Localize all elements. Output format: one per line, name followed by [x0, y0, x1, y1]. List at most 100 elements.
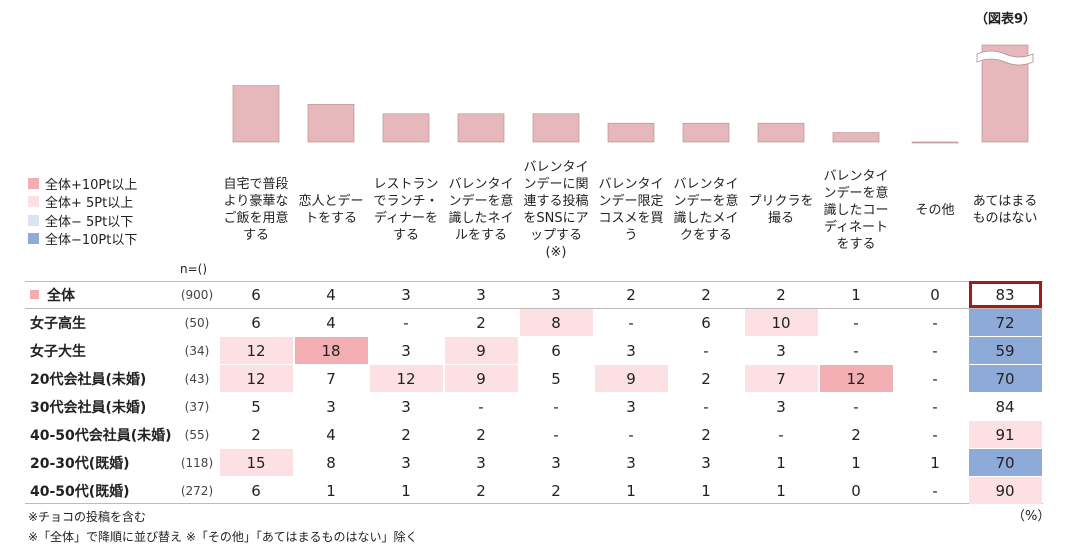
- cell: -: [628, 313, 634, 332]
- cell: 2: [251, 425, 261, 444]
- cell: 2: [626, 285, 636, 304]
- column-header: バレンタインデーを意識したコーディネートをする: [823, 168, 889, 252]
- cell: 3: [401, 285, 411, 304]
- row-label-text: 女子高生: [30, 315, 86, 332]
- row-n: (37): [184, 399, 210, 414]
- column-header: バレンタインデー限定コスメを買う: [598, 177, 664, 243]
- cell: 1: [626, 481, 636, 500]
- cell: 6: [551, 341, 561, 360]
- note: ※「全体」で降順に並び替え ※「その他」「あてはまるものはない」除く: [28, 530, 418, 544]
- cell: -: [932, 313, 938, 332]
- cell: 0: [851, 481, 861, 500]
- cell: 84: [995, 397, 1015, 416]
- cell: 12: [369, 365, 443, 392]
- cell: -: [553, 425, 559, 444]
- row-label-text: 全体: [47, 287, 75, 304]
- column-header: レストランでランチ・ディナーをする: [373, 177, 439, 243]
- bar: [307, 104, 355, 143]
- cell: 3: [776, 341, 786, 360]
- cell: -: [778, 425, 784, 444]
- cell: -: [703, 341, 709, 360]
- column-header: バレンタインデーに関連する投稿をSNSにアップする(※): [523, 160, 589, 260]
- cell: 6: [251, 285, 261, 304]
- cell: 2: [401, 425, 411, 444]
- cell: 4: [326, 313, 336, 332]
- row-n: (43): [184, 371, 210, 386]
- cell: 3: [626, 397, 636, 416]
- cell: -: [853, 313, 859, 332]
- cell: 8: [519, 309, 593, 336]
- cell: 2: [701, 425, 711, 444]
- note: ※チョコの投稿を含む: [28, 510, 147, 524]
- row-label: 女子高生: [30, 309, 86, 336]
- row-label: 20代会社員(未婚): [30, 365, 146, 392]
- cell: 3: [626, 453, 636, 472]
- rule: [25, 503, 1043, 504]
- cell: 3: [551, 453, 561, 472]
- cell: 3: [476, 285, 486, 304]
- cell: 6: [701, 313, 711, 332]
- n-label: n=(): [180, 262, 208, 276]
- cell: 2: [476, 313, 486, 332]
- cell: 2: [851, 425, 861, 444]
- bar: [532, 113, 580, 143]
- cell: 7: [744, 365, 818, 392]
- column-header: その他: [915, 202, 955, 218]
- cell: 3: [551, 285, 561, 304]
- row-label-text: 40-50代(既婚): [30, 483, 130, 500]
- cell: -: [932, 481, 938, 500]
- cell: 10: [744, 309, 818, 336]
- cell: 3: [326, 397, 336, 416]
- legend-item: 全体−10Pt以下: [28, 230, 137, 248]
- row-label-text: 20-30代(既婚): [30, 455, 130, 472]
- cell: -: [853, 397, 859, 416]
- row-label: 20-30代(既婚): [30, 449, 130, 476]
- column-header: バレンタインデーを意識したネイルをする: [448, 177, 514, 243]
- cell: 2: [701, 369, 711, 388]
- row-label: 40-50代(既婚): [30, 477, 130, 504]
- column-header: プリクラを撮る: [748, 194, 814, 226]
- cell: 3: [626, 341, 636, 360]
- cell: 3: [476, 453, 486, 472]
- cell: 91: [968, 421, 1042, 448]
- row-label-text: 30代会社員(未婚): [30, 399, 147, 416]
- cell: 90: [968, 477, 1042, 504]
- legend-label: 全体+ 5Pt以上: [45, 196, 134, 211]
- legend-label: 全体−10Pt以下: [45, 233, 138, 248]
- bar: [757, 122, 805, 143]
- cell: 15: [219, 449, 293, 476]
- cell: 0: [930, 285, 940, 304]
- bar: [232, 85, 280, 143]
- legend-swatch: [28, 233, 39, 244]
- cell: -: [403, 313, 409, 332]
- cell: 5: [251, 397, 261, 416]
- cell: 2: [551, 481, 561, 500]
- cell: 7: [326, 369, 336, 388]
- cell: -: [853, 341, 859, 360]
- cell: 72: [968, 309, 1042, 336]
- row-n: (900): [180, 287, 214, 302]
- bar: [457, 113, 505, 143]
- cell: 8: [326, 453, 336, 472]
- row-label: 30代会社員(未婚): [30, 393, 146, 420]
- cell: 59: [968, 337, 1042, 364]
- cell: 6: [251, 481, 261, 500]
- cell: 9: [444, 337, 518, 364]
- cell: 1: [326, 481, 336, 500]
- cell: -: [932, 369, 938, 388]
- rule: [25, 308, 1043, 309]
- row-n: (34): [184, 343, 210, 358]
- cell: 4: [326, 425, 336, 444]
- legend-item: 全体+ 5Pt以上: [28, 193, 133, 211]
- cell: 12: [219, 365, 293, 392]
- cell: 1: [851, 285, 861, 304]
- cell: 9: [444, 365, 518, 392]
- cell: 1: [776, 453, 786, 472]
- cell: -: [628, 425, 634, 444]
- cell: -: [478, 397, 484, 416]
- legend-label: 全体+10Pt以上: [45, 177, 138, 193]
- row-n: (55): [184, 427, 210, 442]
- row-label-text: 20代会社員(未婚): [30, 371, 147, 388]
- figure-label: （図表9）: [975, 12, 1037, 27]
